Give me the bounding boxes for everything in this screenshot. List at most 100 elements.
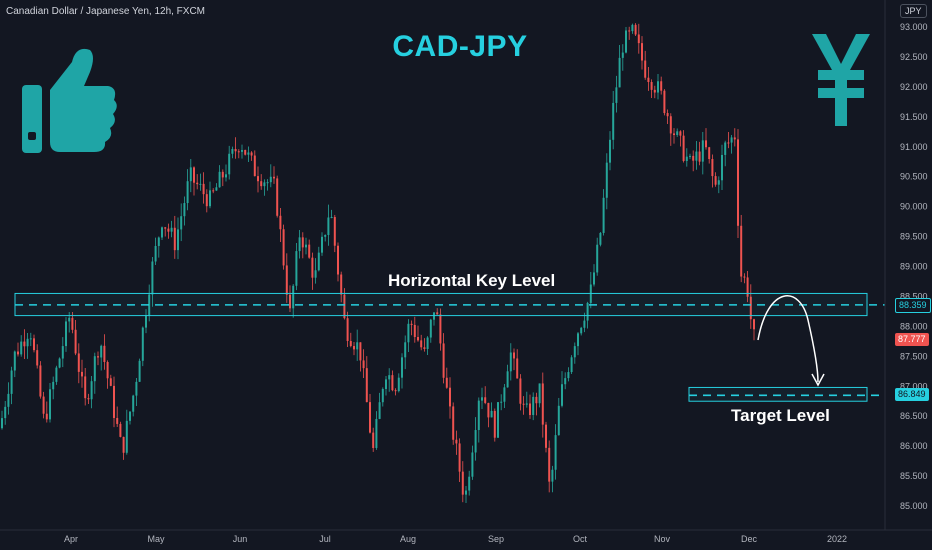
candle-body <box>599 232 602 245</box>
candle-body <box>61 346 64 359</box>
candle-body <box>337 245 339 275</box>
x-tick-label: Apr <box>64 534 78 544</box>
candle-body <box>436 312 439 315</box>
candle-body <box>125 420 128 453</box>
candle-body <box>586 302 589 321</box>
candle-body <box>666 113 669 117</box>
candle-body <box>369 402 371 433</box>
candle-body <box>641 43 643 61</box>
candle-body <box>737 139 739 226</box>
candle-body <box>301 237 304 248</box>
candle-body <box>669 116 672 134</box>
candle-body <box>17 351 19 355</box>
candle-body <box>225 174 227 178</box>
candle-body <box>749 296 752 320</box>
candle-body <box>519 378 522 404</box>
y-tick-label: 88.500 <box>900 291 928 301</box>
y-tick-label: 92.500 <box>900 52 928 62</box>
candle-body <box>273 176 275 179</box>
candle-body <box>561 384 563 406</box>
candle-body <box>359 342 362 361</box>
candle-body <box>701 140 704 162</box>
candle-body <box>660 81 663 91</box>
candle-body <box>141 327 144 361</box>
candle-body <box>743 276 746 278</box>
candle-body <box>593 272 595 285</box>
candle-body <box>135 381 138 396</box>
candle-body <box>327 217 330 235</box>
candle-body <box>484 397 487 403</box>
candle-body <box>346 318 349 342</box>
candle-body <box>183 203 186 217</box>
symbol-description: Canadian Dollar / Japanese Yen, 12h, FXC… <box>6 6 206 17</box>
candle-body <box>202 183 205 195</box>
candle-body <box>77 353 80 372</box>
candle-body <box>250 152 253 156</box>
candle-body <box>570 357 573 373</box>
candle-body <box>583 320 586 328</box>
candle-body <box>42 396 45 414</box>
candle-body <box>439 314 442 344</box>
annotation-layer <box>14 292 885 402</box>
candle-body <box>26 338 29 347</box>
candle-body <box>244 149 247 155</box>
candle-body <box>170 227 173 232</box>
candle-body <box>145 315 147 328</box>
candle-body <box>68 317 71 322</box>
candle-body <box>449 387 451 407</box>
candle-body <box>714 176 717 185</box>
candle-body <box>305 244 307 248</box>
candle-body <box>167 228 170 232</box>
candle-body <box>100 345 103 358</box>
candle-body <box>321 236 323 253</box>
candle-body <box>189 167 192 182</box>
x-tick-label: Jul <box>319 534 331 544</box>
candle-body <box>106 362 109 379</box>
y-tick-label: 92.000 <box>900 82 928 92</box>
candle-body <box>193 167 195 183</box>
candle-body <box>23 341 26 347</box>
candle-body <box>109 378 112 386</box>
candle-body <box>471 452 474 477</box>
candle-body <box>525 403 528 405</box>
y-tick-label: 87.500 <box>900 351 928 361</box>
candle-body <box>657 81 659 93</box>
candle-body <box>663 90 666 114</box>
candle-body <box>237 151 240 153</box>
target-zone <box>688 386 868 402</box>
y-tick-label: 85.000 <box>900 501 928 511</box>
candle-body <box>282 229 285 266</box>
candle-body <box>497 402 499 438</box>
candle-body <box>538 383 541 404</box>
candle-body <box>129 411 131 421</box>
candle-body <box>289 294 291 309</box>
candle-body <box>564 378 567 385</box>
candle-body <box>215 187 218 191</box>
candle-body <box>330 217 333 219</box>
candle-body <box>573 346 576 358</box>
candle-body <box>266 182 269 184</box>
candle-body <box>727 142 730 144</box>
candle-body <box>65 321 67 347</box>
candle-body <box>365 368 368 403</box>
candle-body <box>458 443 461 472</box>
candle-body <box>426 337 429 350</box>
currency-badge[interactable]: JPY <box>900 4 927 18</box>
candle-body <box>557 405 560 436</box>
x-tick-label: 2022 <box>827 534 847 544</box>
candle-body <box>157 237 160 246</box>
candle-body <box>513 352 515 359</box>
candle-body <box>173 227 176 251</box>
candle-body <box>29 338 32 340</box>
arrow-head <box>811 373 825 387</box>
candle-body <box>653 89 656 93</box>
candle-body <box>487 402 490 418</box>
candle-body <box>461 471 464 495</box>
candle-body <box>269 176 272 183</box>
last-price-label: 87.777 <box>895 332 929 346</box>
candle-body <box>205 194 208 207</box>
candle-body <box>353 346 355 350</box>
candle-body <box>455 439 458 444</box>
candle-body <box>58 358 61 368</box>
